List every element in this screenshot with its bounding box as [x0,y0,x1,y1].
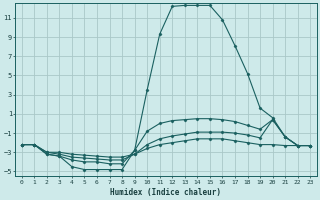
X-axis label: Humidex (Indice chaleur): Humidex (Indice chaleur) [110,188,221,197]
